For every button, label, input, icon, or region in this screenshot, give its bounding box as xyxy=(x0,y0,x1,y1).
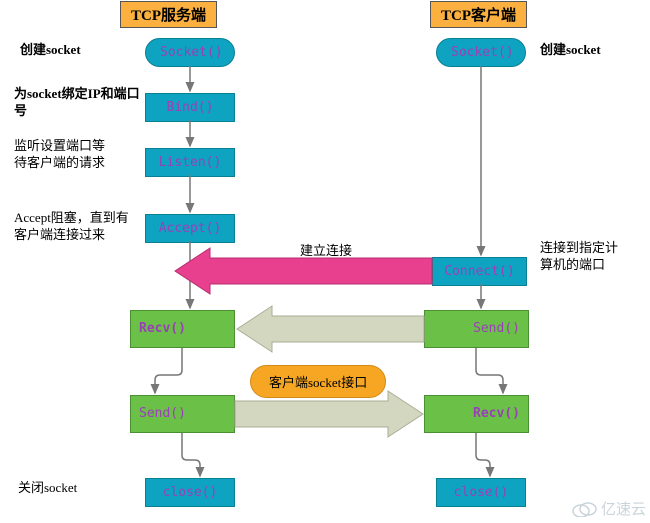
server-accept: Accept() xyxy=(145,214,235,243)
label-create-socket-client: 创建socket xyxy=(540,42,601,59)
watermark-text: 亿速云 xyxy=(601,498,646,519)
client-connect: Connect() xyxy=(432,257,527,286)
label-create-socket-server: 创建socket xyxy=(20,42,81,59)
arrow-send-left xyxy=(237,306,424,352)
server-bind: Bind() xyxy=(145,93,235,122)
server-close: close() xyxy=(145,478,235,507)
watermark: 亿速云 xyxy=(571,498,646,519)
label-connect-desc: 连接到指定计算机的端口 xyxy=(540,240,630,274)
client-send: Send() xyxy=(424,310,529,348)
client-close: close() xyxy=(436,478,526,507)
client-title: TCP客户端 xyxy=(430,1,527,28)
label-establish: 建立连接 xyxy=(300,243,352,260)
client-recv: Recv() xyxy=(424,395,529,433)
server-send: Send() xyxy=(130,395,235,433)
label-bind-ip: 为socket绑定IP和端口号 xyxy=(14,86,144,120)
client-socket: Socket() xyxy=(436,38,526,67)
label-listen: 监听设置端口等待客户端的请求 xyxy=(14,138,114,172)
label-close-socket: 关闭socket xyxy=(18,480,77,497)
server-listen: Listen() xyxy=(145,148,235,177)
server-socket: Socket() xyxy=(145,38,235,67)
server-title: TCP服务端 xyxy=(120,1,217,28)
label-accept: Accept阻塞，直到有客户端连接过来 xyxy=(14,210,134,244)
server-recv: Recv() xyxy=(130,310,235,348)
middle-caption: 客户端socket接口 xyxy=(250,365,386,398)
